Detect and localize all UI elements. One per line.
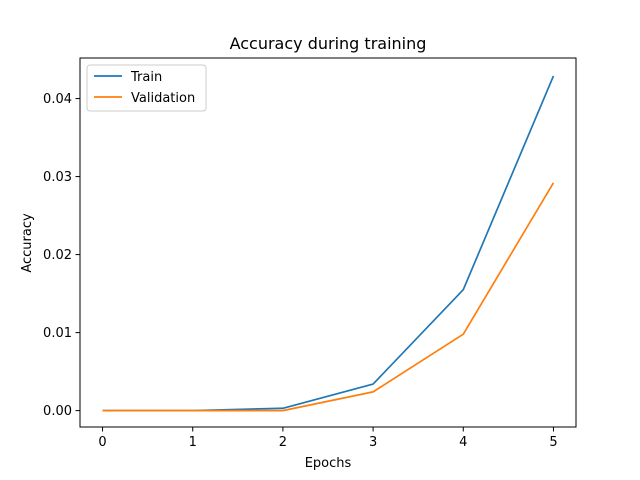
y-tick-label: 0.01 [43, 326, 72, 341]
x-tick-label: 5 [549, 435, 557, 450]
legend-label-validation: Validation [131, 91, 195, 106]
x-tick-label: 0 [98, 435, 106, 450]
legend-label-train: Train [130, 70, 162, 85]
y-axis-ticks: 0.00 0.01 0.02 0.03 0.04 [43, 92, 80, 419]
y-axis-label: Accuracy [20, 213, 35, 273]
plot-area: 0 1 2 3 4 5 0.00 0.01 0.02 0.03 0.04 [43, 57, 577, 450]
y-tick-label: 0.02 [43, 248, 72, 263]
series-line-validation [102, 182, 555, 412]
chart-title: Accuracy during training [230, 34, 427, 53]
x-tick-label: 4 [459, 435, 467, 450]
x-axis-label: Epochs [305, 456, 352, 471]
y-tick-label: 0.03 [43, 170, 72, 185]
x-tick-label: 2 [279, 435, 287, 450]
legend: Train Validation [86, 64, 207, 112]
y-tick-label: 0.00 [43, 404, 72, 419]
x-axis-ticks: 0 1 2 3 4 5 [98, 427, 558, 450]
plot-frame [79, 57, 577, 428]
x-tick-label: 3 [369, 435, 377, 450]
x-tick-label: 1 [189, 435, 197, 450]
series-layer [102, 75, 555, 412]
y-tick-label: 0.04 [43, 92, 72, 107]
